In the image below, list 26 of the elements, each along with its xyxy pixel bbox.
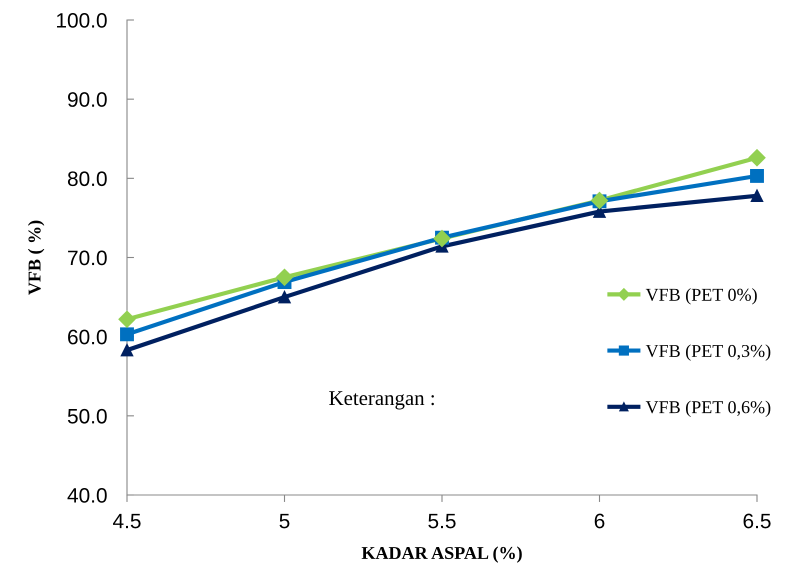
y-tick-label: 80.0 <box>68 171 107 186</box>
point <box>750 190 764 202</box>
x-tick-label: 4.5 <box>113 514 141 528</box>
y-tick-label: 90.0 <box>68 92 107 107</box>
x-tick-label: 5 <box>280 514 290 528</box>
y-tick-label: 40.0 <box>67 488 107 503</box>
legend-label: VFB (PET 0,3%) <box>646 344 770 361</box>
y-axis-title: VFB ( %) <box>28 220 44 295</box>
annotation: Keterangan : <box>329 391 434 410</box>
x-tick-label: 6 <box>594 514 604 528</box>
point <box>278 290 291 304</box>
x-tick-label: 5.5 <box>428 514 456 528</box>
y-tick-label: 70.0 <box>68 250 107 266</box>
point <box>748 149 766 166</box>
x-axis-title: KADAR ASPAL (%) <box>362 546 522 563</box>
point <box>276 268 294 286</box>
point <box>750 169 764 183</box>
legend-label: VFB (PET 0,6%) <box>646 400 770 417</box>
y-tick-label: 60.0 <box>68 330 107 344</box>
point <box>118 310 136 328</box>
point <box>120 327 134 342</box>
y-tick-label: 100.0 <box>57 13 107 28</box>
point <box>120 344 134 356</box>
legend-label: VFB (PET 0%) <box>646 288 757 305</box>
x-tick-label: 6.5 <box>744 514 771 528</box>
y-tick-label: 50.0 <box>68 408 107 424</box>
